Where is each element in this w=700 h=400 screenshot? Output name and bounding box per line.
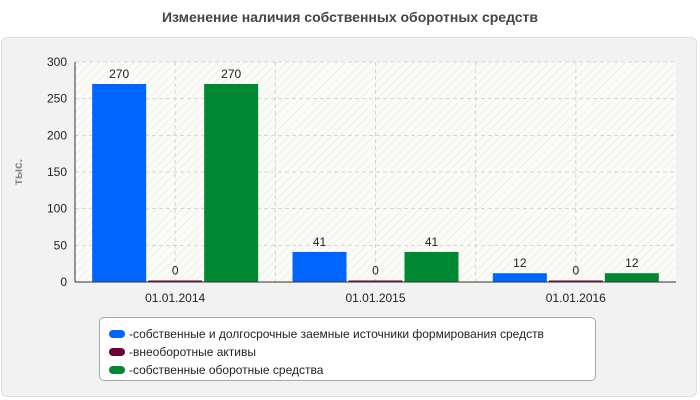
bar [292, 251, 347, 282]
y-axis-title: тыс. [11, 159, 25, 185]
x-tick-label: 01.01.2014 [145, 291, 205, 305]
y-tick-label: 300 [47, 55, 67, 69]
legend-label-sources: собственные и долгосрочные заемные источ… [133, 327, 544, 341]
bar [348, 280, 403, 282]
y-tick-label: 100 [47, 202, 67, 216]
data-label: 12 [513, 256, 527, 270]
legend-swatch-sources [109, 330, 125, 338]
bar [92, 84, 147, 282]
data-label: 270 [109, 67, 129, 81]
data-label: 270 [221, 67, 241, 81]
legend-label-noncurrent: внеоборотные активы [133, 345, 256, 359]
bar [548, 280, 603, 282]
bar [604, 273, 659, 282]
chart-title: Изменение наличия собственных оборотных … [161, 9, 539, 25]
data-label: 0 [572, 264, 579, 278]
legend-item-sources: - собственные и долгосрочные заемные ист… [100, 325, 595, 343]
y-tick-label: 50 [54, 238, 68, 252]
data-label: 0 [372, 264, 379, 278]
legend: - собственные и долгосрочные заемные ист… [99, 317, 596, 381]
legend-swatch-working-capital [109, 366, 125, 374]
legend-label-working-capital: собственные оборотные средства [133, 363, 324, 377]
y-tick-label: 250 [47, 92, 67, 106]
data-label: 41 [425, 235, 439, 249]
data-label: 41 [313, 235, 327, 249]
legend-swatch-noncurrent [109, 348, 125, 356]
bar [492, 273, 547, 282]
legend-item-noncurrent: - внеоборотные активы [100, 343, 595, 361]
bar [404, 251, 459, 282]
data-label: 0 [172, 264, 179, 278]
data-label: 12 [625, 256, 639, 270]
plot-area [75, 62, 676, 282]
x-tick-label: 01.01.2016 [546, 291, 606, 305]
bar [204, 84, 259, 282]
y-tick-label: 200 [47, 128, 67, 142]
bar [148, 280, 203, 282]
y-tick-label: 0 [60, 275, 67, 289]
x-tick-label: 01.01.2015 [345, 291, 405, 305]
y-tick-label: 150 [47, 165, 67, 179]
legend-item-working-capital: - собственные оборотные средства [100, 361, 595, 379]
